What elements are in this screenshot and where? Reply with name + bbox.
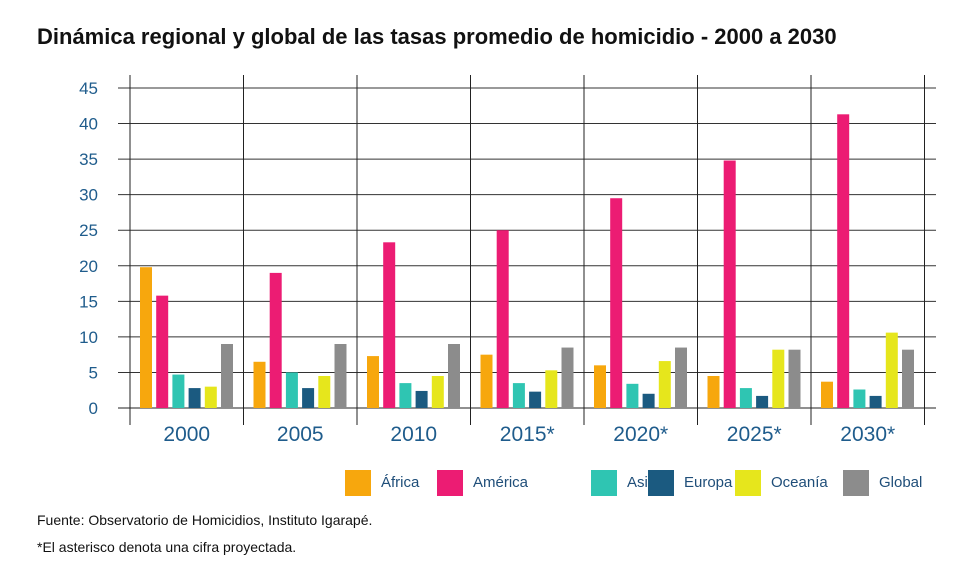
group-dividers — [129, 75, 925, 425]
bar-global — [788, 349, 801, 408]
bar-europa — [642, 393, 655, 408]
x-tick-label: 2010 — [390, 423, 437, 446]
legend-label: Global — [879, 474, 923, 491]
bar-américa — [383, 242, 396, 408]
bar-áfrica — [594, 365, 606, 408]
gridlines — [118, 87, 936, 409]
bar-europa — [529, 391, 542, 408]
y-tick-label: 20 — [79, 257, 98, 276]
bar-oceanía — [204, 386, 217, 408]
source-note: Fuente: Observatorio de Homicidios, Inst… — [37, 512, 373, 528]
bar-asia — [285, 372, 298, 408]
legend-label: África — [381, 474, 420, 491]
bar-europa — [869, 395, 882, 408]
bar-europa — [756, 395, 769, 408]
bar-global — [561, 347, 574, 408]
bar-áfrica — [821, 381, 833, 408]
y-tick-label: 0 — [89, 399, 98, 418]
x-axis-labels: 2000 2005 2010 2015* 2020* 2025* 2030* — [163, 423, 895, 446]
y-tick-label: 15 — [79, 292, 98, 311]
legend-label: Oceanía — [771, 474, 828, 491]
legend-label: Europa — [684, 474, 733, 491]
bar-américa — [496, 230, 509, 408]
y-tick-label: 25 — [79, 221, 98, 240]
x-tick-label: 2015* — [500, 423, 555, 446]
bar-global — [675, 347, 687, 408]
x-tick-label: 2020* — [613, 423, 668, 446]
bar-asia — [853, 389, 866, 408]
bar-áfrica — [253, 361, 266, 408]
bar-américa — [723, 160, 736, 408]
bar-áfrica — [480, 354, 493, 408]
y-tick-label: 35 — [79, 150, 98, 169]
y-tick-label: 5 — [89, 363, 98, 382]
bar-europa — [302, 388, 315, 408]
y-tick-label: 40 — [79, 115, 98, 134]
bar-global — [902, 349, 914, 408]
x-tick-label: 2000 — [163, 423, 210, 446]
x-tick-label: 2030* — [840, 423, 895, 446]
bar-américa — [837, 114, 850, 409]
asterisk-note: *El asterisco denota una cifra proyectad… — [37, 539, 297, 555]
bars — [140, 114, 914, 409]
bar-asia — [172, 374, 185, 408]
bar-áfrica — [707, 376, 720, 408]
legend: África América Asia Europa Oceanía Global — [345, 468, 945, 498]
y-tick-label: 10 — [79, 328, 98, 347]
bar-oceanía — [658, 361, 671, 408]
bar-áfrica — [140, 267, 152, 408]
y-tick-label: 30 — [79, 186, 98, 205]
bar-europa — [415, 390, 428, 408]
bar-américa — [610, 198, 623, 408]
legend-swatch — [735, 470, 761, 496]
chart-title: Dinámica regional y global de las tasas … — [37, 24, 837, 49]
bar-asia — [626, 383, 639, 408]
bar-europa — [188, 388, 201, 408]
legend-swatch — [591, 470, 617, 496]
x-tick-label: 2005 — [277, 423, 324, 446]
legend-swatch — [648, 470, 674, 496]
bar-oceanía — [431, 376, 444, 408]
bar-global — [448, 344, 460, 408]
y-axis-labels: 45 40 35 30 25 20 15 10 5 0 — [79, 79, 98, 418]
bar-global — [221, 344, 233, 408]
bar-áfrica — [367, 356, 379, 408]
bar-oceanía — [318, 376, 331, 408]
legend-swatch — [437, 470, 463, 496]
bar-asia — [399, 383, 412, 408]
x-tick-label: 2025* — [727, 423, 782, 446]
bar-chart: 45 40 35 30 25 20 15 10 5 0 2000 2005 2010 2015* 2020… — [79, 75, 936, 446]
bar-américa — [156, 295, 169, 408]
bar-américa — [269, 272, 282, 408]
bar-oceanía — [885, 332, 898, 408]
legend-label: América — [473, 474, 529, 491]
legend-swatch — [843, 470, 869, 496]
y-tick-label: 45 — [79, 79, 98, 98]
bar-global — [334, 344, 347, 408]
bar-oceanía — [545, 370, 558, 408]
bar-asia — [512, 383, 525, 408]
bar-asia — [739, 388, 752, 408]
bar-oceanía — [772, 349, 785, 408]
legend-swatch — [345, 470, 371, 496]
